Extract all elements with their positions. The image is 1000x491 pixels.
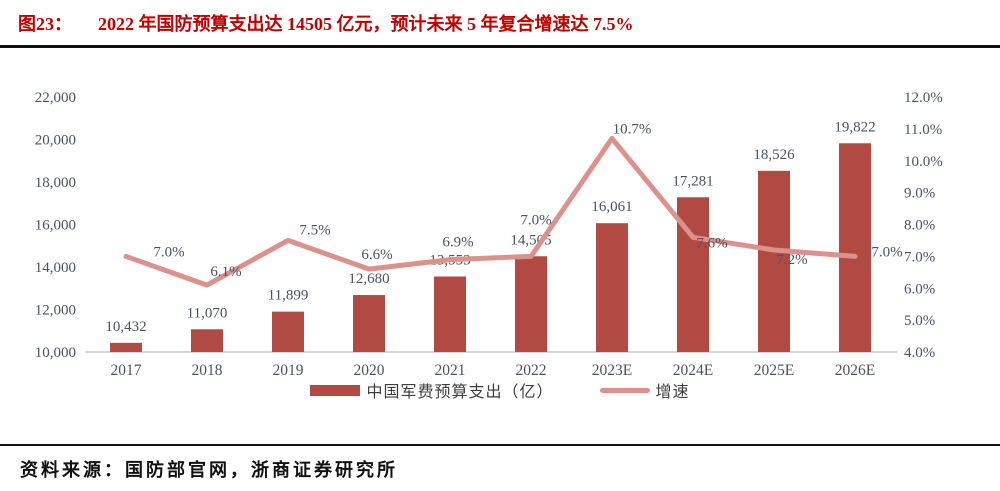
x-label-2022: 2022	[516, 362, 547, 379]
growth-label-2021: 6.9%	[442, 235, 473, 251]
right-axis-tick: 7.0%	[904, 249, 935, 265]
growth-label-2024E: 7.6%	[696, 235, 727, 251]
bar-2021	[434, 276, 466, 352]
growth-label-2023E: 10.7%	[613, 121, 652, 137]
left-axis-tick: 22,000	[35, 90, 76, 106]
left-axis-tick: 18,000	[35, 175, 76, 191]
bar-value-label-2020: 12,680	[348, 271, 389, 287]
right-axis-tick: 4.0%	[904, 345, 935, 361]
right-axis-tick: 8.0%	[904, 218, 935, 234]
bar-value-label-2019: 11,899	[268, 288, 309, 304]
defense-budget-combo-chart: 10,000 12,000 14,000 16,000 18,000 20,000 22,0…	[35, 90, 943, 379]
x-label-2025E: 2025E	[754, 362, 794, 379]
growth-label-2019: 7.5%	[299, 222, 330, 238]
source-text: 资料来源：国防部官网，浙商证券研究所	[20, 460, 398, 480]
bar-2018	[191, 329, 223, 352]
chart-area: 10,000 12,000 14,000 16,000 18,000 20,000 22,0…	[0, 48, 1000, 444]
left-axis-tick: 12,000	[35, 303, 76, 319]
bar-2026E	[839, 143, 871, 352]
right-axis-tick: 11.0%	[904, 122, 942, 138]
growth-label-2026E: 7.0%	[871, 244, 902, 260]
figure-title: 2022 年国防预算支出达 14505 亿元，预计未来 5 年复合增速达 7.5…	[98, 13, 634, 34]
bar-value-label-2018: 11,070	[187, 305, 228, 321]
x-label-2026E: 2026E	[835, 362, 875, 379]
right-axis-tick: 5.0%	[904, 313, 935, 329]
right-axis-tick: 12.0%	[904, 90, 943, 106]
bar-2025E	[758, 170, 790, 352]
x-label-2019: 2019	[273, 362, 304, 379]
bar-value-label-2025E: 18,526	[753, 147, 795, 163]
x-label-2023E: 2023E	[592, 362, 632, 379]
bar-value-label-2024E: 17,281	[672, 173, 713, 189]
x-label-2020: 2020	[354, 362, 385, 379]
bar-2020	[353, 295, 385, 352]
x-label-2017: 2017	[111, 362, 142, 379]
bar-2022	[515, 256, 547, 352]
bar-value-label-2026E: 19,822	[834, 119, 875, 135]
growth-label-2017: 7.0%	[153, 244, 184, 260]
right-axis-tick: 10.0%	[904, 154, 943, 170]
x-label-2024E: 2024E	[673, 362, 713, 379]
left-axis-tick: 20,000	[35, 133, 76, 149]
x-label-2018: 2018	[192, 362, 223, 379]
growth-label-2025E: 7.2%	[776, 252, 807, 268]
right-axis-tick: 9.0%	[904, 186, 935, 202]
left-axis-tick: 10,000	[35, 345, 76, 361]
right-axis-tick: 6.0%	[904, 281, 935, 297]
growth-rate-line	[123, 135, 858, 288]
growth-label-2020: 6.6%	[361, 247, 392, 263]
left-axis-tick: 14,000	[35, 260, 76, 276]
bar-value-label-2017: 10,432	[105, 319, 146, 335]
left-axis-tick: 16,000	[35, 218, 76, 234]
bar-2019	[272, 311, 304, 352]
bar-2017	[110, 342, 142, 352]
growth-label-2018: 6.1%	[210, 264, 241, 280]
growth-label-2022: 7.0%	[520, 212, 551, 228]
x-label-2021: 2021	[435, 362, 466, 379]
bar-2023E	[596, 223, 628, 352]
bar-value-label-2023E: 16,061	[591, 199, 632, 215]
figure-title-bar: 图23： 2022 年国防预算支出达 14505 亿元，预计未来 5 年复合增速…	[0, 0, 1000, 48]
source-bar: 资料来源：国防部官网，浙商证券研究所	[0, 444, 1000, 482]
figure-number: 图23：	[18, 13, 72, 34]
